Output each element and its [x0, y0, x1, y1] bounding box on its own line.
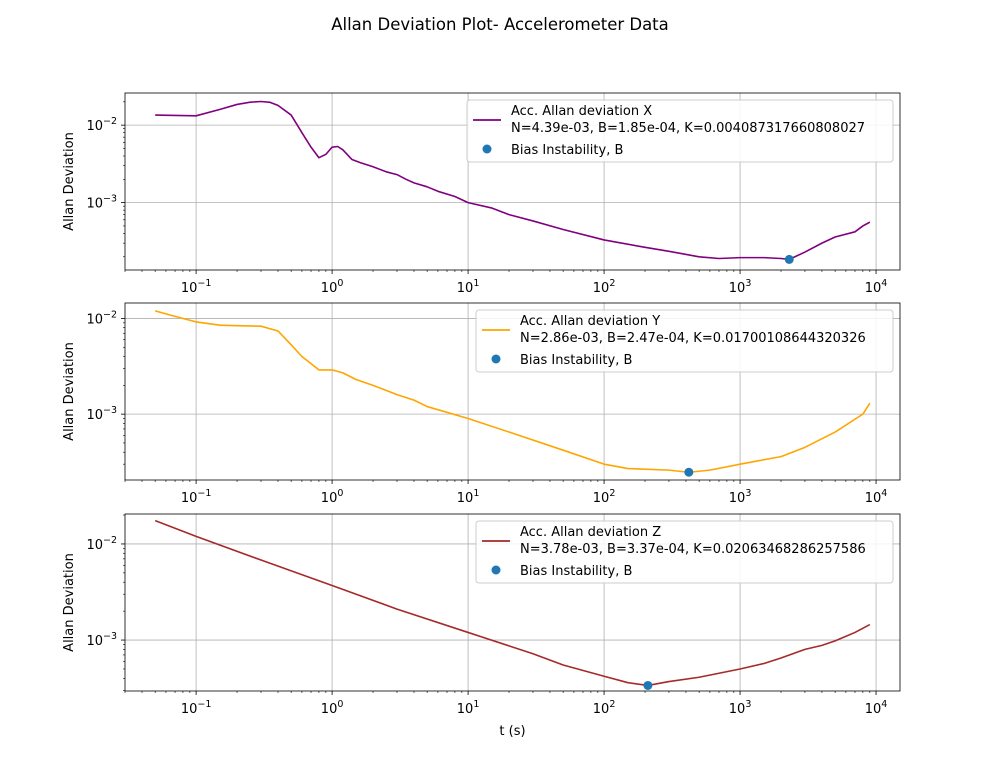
- bias-instability-point: [784, 254, 794, 264]
- legend: Acc. Allan deviation Y N=2.86e-03, B=2.47…: [475, 309, 894, 373]
- x-tick-label: 101: [457, 278, 480, 296]
- axes-frame: [124, 513, 901, 692]
- x-tick-label: 10−1: [181, 699, 212, 717]
- y-tick-label: 10−2: [86, 535, 117, 553]
- y-tick-label: 10−3: [86, 405, 117, 423]
- x-tick-label: 101: [457, 488, 480, 506]
- series-line-1: [155, 100, 871, 261]
- x-tick-label: 101: [457, 699, 480, 717]
- legend: Acc. Allan deviation Z N=3.78e-03, B=3.37…: [475, 520, 894, 584]
- x-tick-label: 103: [729, 699, 752, 717]
- x-tick-label: 104: [865, 488, 888, 506]
- legend-marker-label: Bias Instability, B: [520, 353, 632, 368]
- x-tick-label: 103: [729, 488, 752, 506]
- legend-box: [466, 99, 894, 163]
- legend-series-label: Acc. Allan deviation Z: [520, 525, 661, 540]
- legend-marker-label: Bias Instability, B: [511, 143, 623, 158]
- y-tick-label: 10−2: [86, 309, 117, 327]
- x-tick-label: 100: [321, 699, 344, 717]
- legend-marker-swatch: [482, 144, 492, 154]
- x-tick-label: 103: [729, 278, 752, 296]
- y-tick-label: 10−3: [86, 194, 117, 212]
- y-axis-label: Allan Deviation: [62, 342, 77, 441]
- legend-marker-swatch: [491, 565, 501, 575]
- figure-title: Allan Deviation Plot- Accelerometer Data: [331, 15, 669, 34]
- x-tick-label: 102: [593, 699, 616, 717]
- subplot-3: 10−1 100 101 102 103 104 10−3 10−2 Allan Deviati…: [62, 513, 901, 739]
- y-axis-label: Allan Deviation: [62, 553, 77, 652]
- x-tick-label: 102: [593, 278, 616, 296]
- legend-params: N=3.78e-03, B=3.37e-04, K=0.020634682862…: [520, 542, 866, 557]
- legend-series-label: Acc. Allan deviation Y: [520, 314, 660, 329]
- legend-marker-swatch: [491, 354, 501, 364]
- x-tick-label: 10−1: [181, 488, 212, 506]
- x-tick-label: 100: [321, 278, 344, 296]
- y-tick-label: 10−2: [86, 116, 117, 134]
- legend: Acc. Allan deviation X N=4.39e-03, B=1.85…: [466, 99, 894, 163]
- series-line-1: [154, 310, 871, 474]
- subplot-1: 10−1 100 101 102 103 104 10−3 10−2 Allan Deviati…: [62, 92, 901, 296]
- legend-box: [475, 309, 894, 373]
- legend-box: [475, 520, 894, 584]
- legend-params: N=4.39e-03, B=1.85e-04, K=0.004087317660…: [511, 121, 865, 136]
- x-axis-label: t (s): [499, 724, 525, 739]
- x-tick-label: 10−1: [181, 278, 212, 296]
- x-tick-label: 102: [593, 488, 616, 506]
- x-tick-label: 100: [321, 488, 344, 506]
- bias-instability-point: [643, 680, 653, 690]
- x-tick-label: 104: [865, 278, 888, 296]
- axes-frame: [124, 92, 901, 271]
- legend-series-label: Acc. Allan deviation X: [511, 104, 652, 119]
- subplot-2: 10−1 100 101 102 103 104 10−3 10−2 Allan Deviati…: [62, 302, 901, 506]
- y-axis-label: Allan Deviation: [62, 132, 77, 231]
- x-tick-label: 104: [865, 699, 888, 717]
- axes-frame: [124, 302, 901, 481]
- bias-instability-point: [684, 467, 694, 477]
- legend-params: N=2.86e-03, B=2.47e-04, K=0.017001086443…: [520, 331, 866, 346]
- legend-marker-label: Bias Instability, B: [520, 564, 632, 579]
- y-tick-label: 10−3: [86, 631, 117, 649]
